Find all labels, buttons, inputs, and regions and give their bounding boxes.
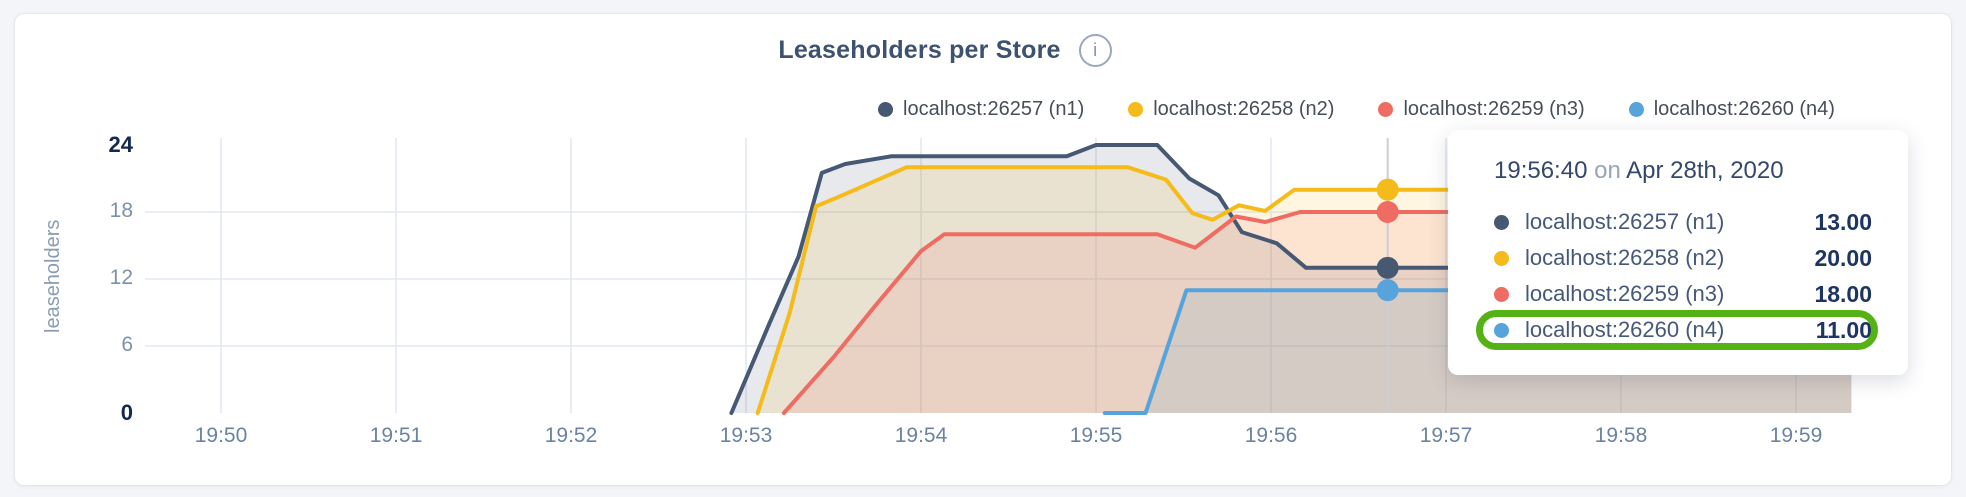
hover-point-4 [1376,279,1399,302]
tooltip-series-dot-icon [1494,250,1509,266]
tooltip-series-dot-icon [1494,214,1509,230]
info-icon[interactable]: i [1078,34,1112,67]
series-line-3 [781,210,1854,415]
tooltip-time: 19:56:40 [1494,157,1588,184]
tooltip-series-dot-icon [1494,286,1509,302]
legend-dot-icon [878,101,893,117]
chart-header: Leaseholders per Store i [0,34,1890,67]
legend-label: localhost:26258 (n2) [1153,97,1335,120]
tooltip-series-label: localhost:26259 (n3) [1525,281,1725,306]
legend-item[interactable]: localhost:26260 (n4) [1628,96,1835,122]
tooltip-row: localhost:26260 (n4) 11.00 [1476,310,1878,350]
legend-label: localhost:26257 (n1) [903,97,1085,120]
chart-title: Leaseholders per Store [778,36,1061,64]
x-tick-label: 19:56 [1244,424,1298,447]
x-tick-label: 19:51 [369,424,423,447]
legend-dot-icon [1628,101,1644,117]
legend-dot-icon [1128,101,1144,117]
series-line-2 [755,165,1854,415]
hover-point-1 [1376,256,1399,279]
x-tick-label: 19:57 [1419,424,1473,447]
x-tick-label: 19:58 [1594,424,1648,447]
legend: localhost:26257 (n1) localhost:26258 (n2)… [878,96,1835,122]
tooltip-series-value: 13.00 [1814,208,1872,235]
x-tick-label: 19:52 [544,424,598,447]
y-tick-label: 24 [108,132,133,157]
tooltip-series-label: localhost:26260 (n4) [1525,317,1725,342]
legend-label: localhost:26260 (n4) [1653,97,1835,120]
tooltip-series-label: localhost:26257 (n1) [1525,209,1725,234]
y-tick-label: 18 [109,199,133,222]
legend-item[interactable]: localhost:26258 (n2) [1128,96,1334,122]
x-tick-label: 19:53 [719,424,773,447]
x-tick-label: 19:50 [194,424,248,447]
tooltip-rows: localhost:26257 (n1) 13.00 localhost:26258… [1476,204,1878,350]
x-tick-label: 19:59 [1769,424,1823,447]
x-tick-label: 19:55 [1069,424,1123,447]
tooltip-row: localhost:26257 (n1) 13.00 [1494,204,1872,240]
y-tick-label: 6 [121,333,133,356]
tooltip-on-word: on [1594,157,1621,184]
series-line-1 [729,143,1854,415]
tooltip-series-value: 20.00 [1814,244,1872,271]
legend-item[interactable]: localhost:26257 (n1) [878,96,1084,122]
tooltip-timestamp: 19:56:40 on Apr 28th, 2020 [1494,156,1872,186]
tooltip-row: localhost:26259 (n3) 18.00 [1494,276,1872,312]
tooltip-series-value: 18.00 [1814,280,1872,307]
hover-point-2 [1376,178,1399,201]
legend-label: localhost:26259 (n3) [1403,97,1585,120]
tooltip-series-label: localhost:26258 (n2) [1525,245,1725,270]
tooltip-series-value: 11.00 [1815,316,1872,343]
tooltip-date: Apr 28th, 2020 [1626,157,1784,184]
x-tick-label: 19:54 [894,424,948,447]
legend-dot-icon [1378,101,1394,117]
y-tick-label: 0 [120,400,133,425]
tooltip-series-dot-icon [1494,322,1509,338]
hover-point-3 [1376,201,1399,223]
tooltip-row: localhost:26258 (n2) 20.00 [1494,240,1872,276]
y-tick-label: 12 [109,266,133,289]
legend-item[interactable]: localhost:26259 (n3) [1378,96,1585,122]
hover-tooltip: 19:56:40 on Apr 28th, 2020 localhost:262… [1448,130,1908,375]
